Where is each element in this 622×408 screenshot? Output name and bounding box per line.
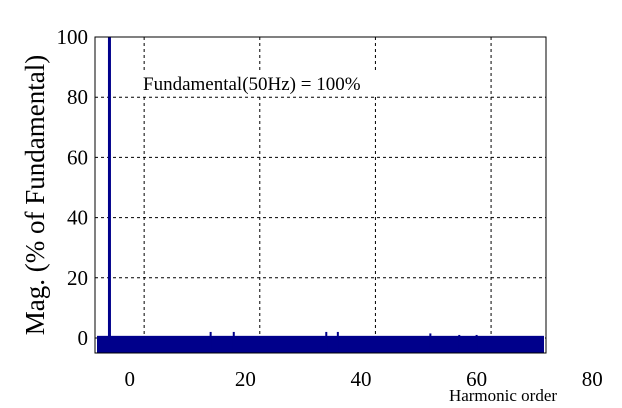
y-tick-label: 0: [78, 326, 89, 350]
harmonic-bar: [209, 331, 212, 353]
x-tick-label: 40: [350, 367, 371, 391]
harmonic-bar: [325, 331, 328, 353]
fundamental-annotation: Fundamental(50Hz) = 100%: [143, 74, 361, 95]
x-tick-labels: 0 20 40 60 80: [124, 367, 602, 391]
grid-lines: [95, 37, 546, 353]
y-tick-label: 80: [67, 85, 88, 109]
bars-group: [97, 37, 544, 353]
y-tick-label: 40: [67, 206, 88, 230]
y-tick-label: 60: [67, 145, 88, 169]
y-tick-label: 20: [67, 266, 88, 290]
harmonic-bar: [475, 334, 478, 353]
fundamental-bar: [107, 37, 111, 353]
y-tick-labels: 0 20 40 60 80 100: [57, 25, 89, 350]
harmonic-bar: [336, 331, 339, 353]
annotation-group: Fundamental(50Hz) = 100%: [141, 72, 411, 96]
y-axis-title: Mag. (% of Fundamental): [20, 55, 50, 335]
plot-frame: [94, 36, 547, 354]
noise-floor-bar: [97, 335, 544, 353]
x-tick-label: 80: [582, 367, 603, 391]
harmonic-bar: [429, 333, 432, 353]
y-tick-label: 100: [57, 25, 89, 49]
x-axis-title: Harmonic order: [449, 386, 557, 405]
x-tick-label: 20: [235, 367, 256, 391]
harmonic-bar: [458, 334, 461, 353]
x-tick-label: 0: [124, 367, 135, 391]
x-tick-label: 60: [466, 367, 487, 391]
harmonic-bar: [232, 331, 235, 353]
